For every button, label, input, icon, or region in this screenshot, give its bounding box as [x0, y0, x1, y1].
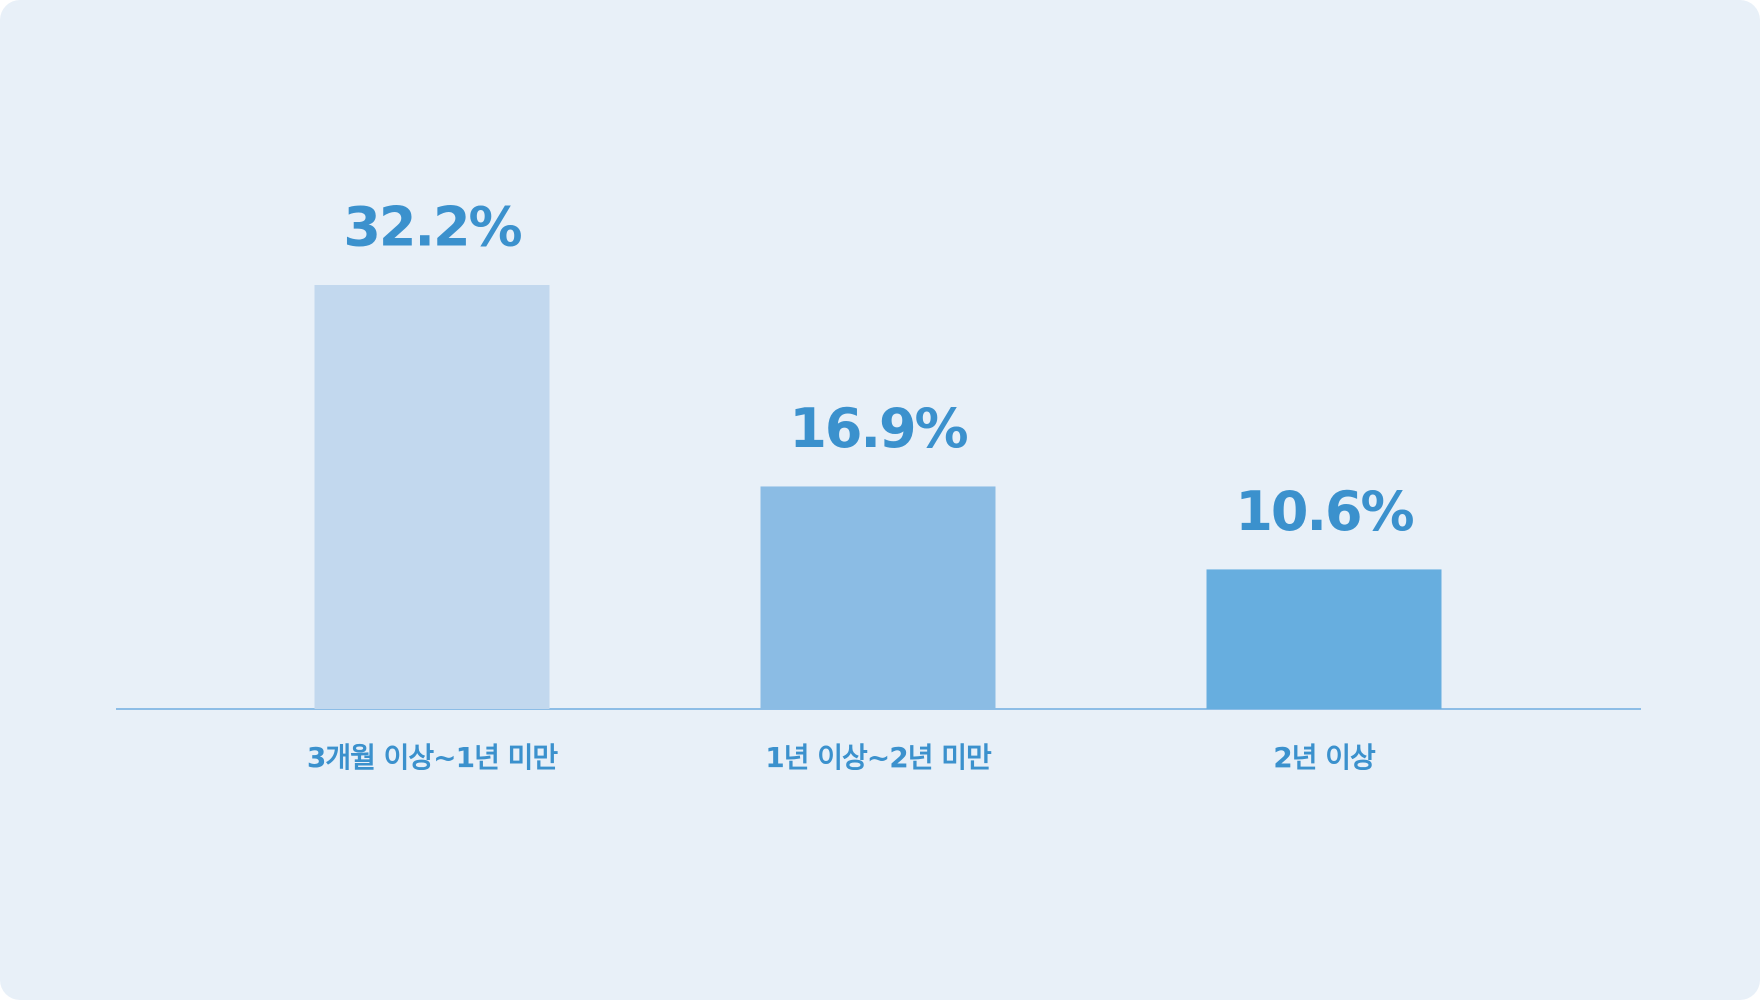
bar	[1206, 569, 1442, 709]
value-label: 32.2%	[343, 196, 521, 259]
x-tick-label: 1년 이상~2년 미만	[765, 741, 992, 774]
bar	[314, 285, 550, 709]
value-label: 16.9%	[789, 397, 967, 460]
x-tick-label: 3개월 이상~1년 미만	[307, 741, 558, 774]
x-tick-label: 2년 이상	[1273, 741, 1376, 774]
value-label: 10.6%	[1235, 480, 1413, 543]
bar	[760, 486, 996, 709]
